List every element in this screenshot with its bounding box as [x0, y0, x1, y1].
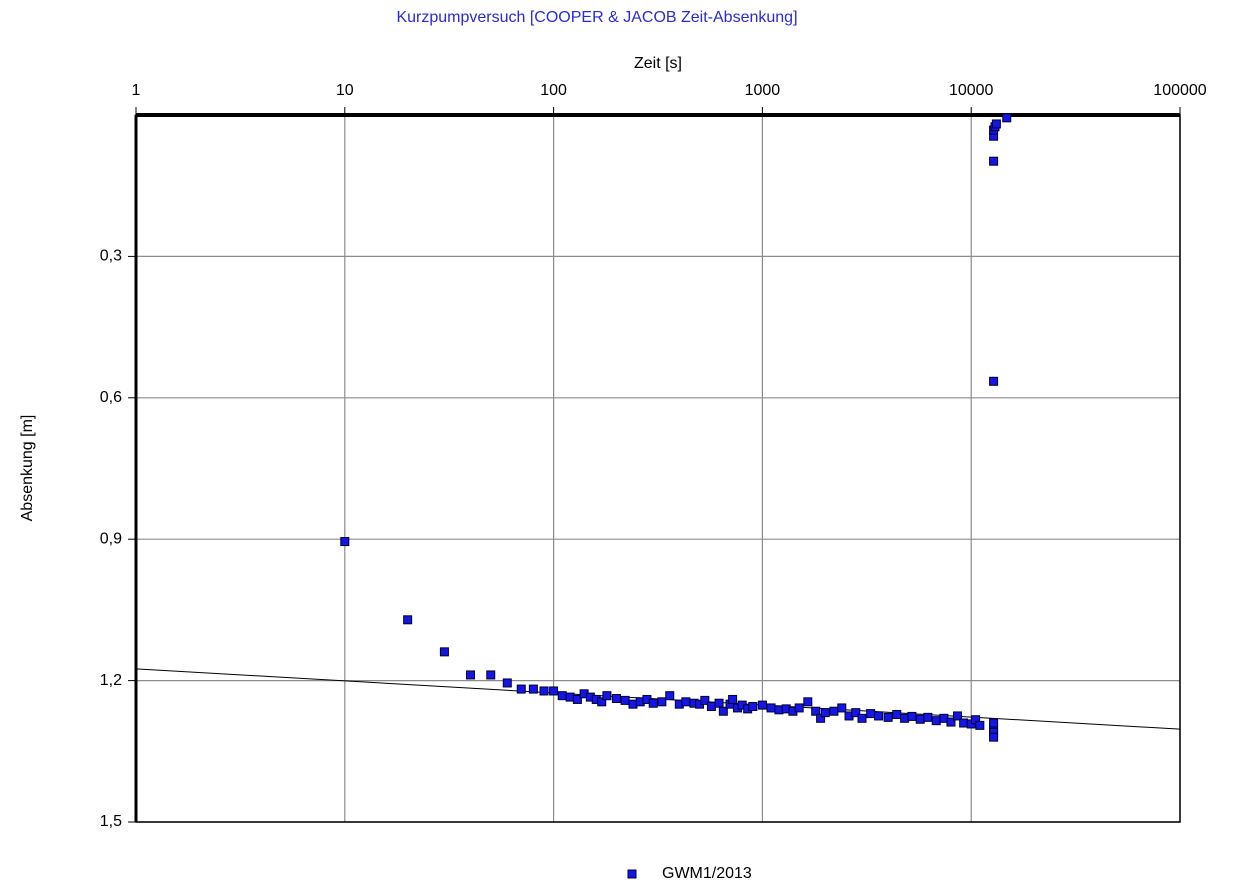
data-point: [931, 716, 941, 726]
data-point: [866, 709, 876, 719]
y-tick-label: 1,5: [100, 813, 122, 830]
data-point: [728, 694, 738, 704]
data-point: [502, 678, 512, 688]
data-point: [620, 695, 630, 705]
data-point: [837, 703, 847, 713]
data-point: [975, 720, 985, 730]
y-tick-label: 0,3: [100, 248, 122, 265]
data-point: [486, 670, 496, 680]
data-point: [794, 703, 804, 713]
data-point: [718, 706, 728, 716]
data-point: [700, 695, 710, 705]
data-point: [681, 697, 691, 707]
data-point: [528, 684, 538, 694]
x-tick-label: 100000: [1153, 82, 1206, 99]
data-point: [557, 691, 567, 701]
data-point: [549, 686, 559, 696]
data-point: [857, 713, 867, 723]
data-point: [766, 703, 776, 713]
data-point: [959, 718, 969, 728]
data-point: [516, 684, 526, 694]
data-point: [403, 615, 413, 625]
data-point: [923, 712, 933, 722]
data-point: [602, 691, 612, 701]
data-point: [466, 670, 476, 680]
legend-label: GWM1/2013: [662, 865, 752, 882]
x-tick-label: 1000: [745, 82, 781, 99]
data-point: [946, 717, 956, 727]
data-point: [829, 706, 839, 716]
data-point: [597, 697, 607, 707]
data-point: [665, 691, 675, 701]
x-tick-label: 10: [336, 82, 354, 99]
data-point: [883, 712, 893, 722]
data-point: [892, 710, 902, 720]
data-point: [803, 697, 813, 707]
y-tick-label: 1,2: [100, 672, 122, 689]
x-tick-label: 10000: [949, 82, 994, 99]
x-tick-label: 1: [132, 82, 141, 99]
data-point: [991, 119, 1001, 129]
data-point: [915, 714, 925, 724]
data-point: [340, 537, 350, 547]
data-point: [989, 718, 999, 728]
data-point: [953, 711, 963, 721]
data-point: [706, 702, 716, 712]
data-point: [572, 694, 582, 704]
data-point: [757, 700, 767, 710]
data-point: [1002, 113, 1012, 123]
x-axis-label: Zeit [s]: [634, 55, 682, 72]
y-tick-label: 0,9: [100, 530, 122, 547]
data-point: [748, 702, 758, 712]
data-point: [714, 698, 724, 708]
data-point: [989, 732, 999, 742]
y-tick-label: 0,6: [100, 389, 122, 406]
y-axis-label: Absenkung [m]: [19, 415, 36, 522]
data-point: [820, 708, 830, 718]
chart-title: Kurzpumpversuch [COOPER & JACOB Zeit-Abs…: [396, 9, 797, 26]
data-point: [648, 698, 658, 708]
data-point: [851, 708, 861, 718]
data-point: [816, 713, 826, 723]
data-point: [907, 711, 917, 721]
data-point: [611, 694, 621, 704]
data-point: [539, 686, 549, 696]
data-point: [989, 376, 999, 386]
data-point: [439, 647, 449, 657]
x-tick-label: 100: [540, 82, 567, 99]
data-point: [657, 697, 667, 707]
data-point: [989, 156, 999, 166]
data-point: [811, 706, 821, 716]
legend-marker: [627, 869, 637, 879]
plot-frame: [135, 114, 1181, 823]
data-point: [874, 711, 884, 721]
